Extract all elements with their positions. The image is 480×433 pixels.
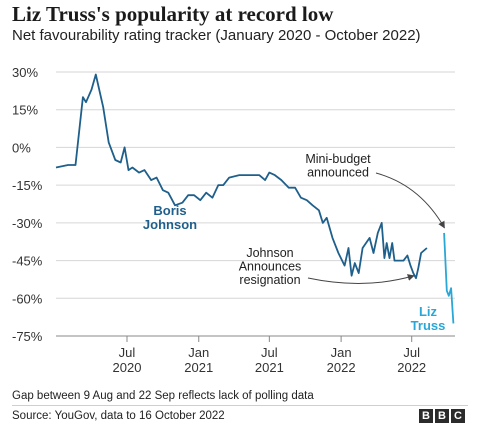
x-tick-label: 2021 — [255, 360, 284, 375]
series-label: Boris — [153, 203, 186, 218]
y-tick-label: -75% — [12, 329, 43, 344]
annotation-label: announced — [307, 166, 369, 180]
line-chart: 30%15%0%-15%-30%-45%-60%-75%Jul2020Jan20… — [12, 65, 455, 375]
x-tick-label: Jul — [119, 345, 136, 360]
x-tick-label: 2022 — [327, 360, 356, 375]
x-tick-label: Jul — [261, 345, 278, 360]
x-tick-label: 2021 — [184, 360, 213, 375]
series-line-liz-truss — [443, 232, 455, 324]
x-tick-label: Jul — [403, 345, 420, 360]
annotation-label: Johnson — [246, 246, 293, 260]
annotation-arrow — [375, 172, 445, 229]
x-tick-label: Jan — [331, 345, 352, 360]
x-tick-label: 2022 — [397, 360, 426, 375]
y-tick-label: -30% — [12, 216, 43, 231]
bbc-logo-letter: B — [435, 409, 449, 423]
x-tick-label: Jan — [188, 345, 209, 360]
annotation-label: Mini-budget — [305, 152, 371, 166]
annotation-label: resignation — [239, 273, 300, 287]
y-tick-label: -15% — [12, 178, 43, 193]
x-tick-label: 2020 — [113, 360, 142, 375]
series-line-boris-johnson — [55, 73, 428, 280]
y-tick-label: -60% — [12, 291, 43, 306]
y-tick-label: -45% — [12, 254, 43, 269]
bbc-logo-letter: B — [419, 409, 433, 423]
series-label: Truss — [411, 318, 446, 333]
series-label: Johnson — [143, 217, 197, 232]
source-note: Source: YouGov, data to 16 October 2022 — [12, 410, 225, 422]
series-label: Liz — [419, 304, 438, 319]
annotation-arrow — [307, 274, 415, 284]
chart-subtitle: Net favourability rating tracker (Januar… — [12, 27, 421, 44]
y-tick-label: 15% — [12, 103, 38, 118]
y-tick-label: 0% — [12, 140, 31, 155]
data-gap-note: Gap between 9 Aug and 22 Sep reflects la… — [12, 390, 314, 402]
bbc-logo: B B C — [419, 409, 465, 423]
y-tick-label: 30% — [12, 65, 38, 80]
bbc-logo-letter: C — [451, 409, 465, 423]
annotation-label: Announces — [239, 260, 302, 274]
footer-divider — [12, 405, 468, 406]
chart-title: Liz Truss's popularity at record low — [12, 2, 334, 26]
